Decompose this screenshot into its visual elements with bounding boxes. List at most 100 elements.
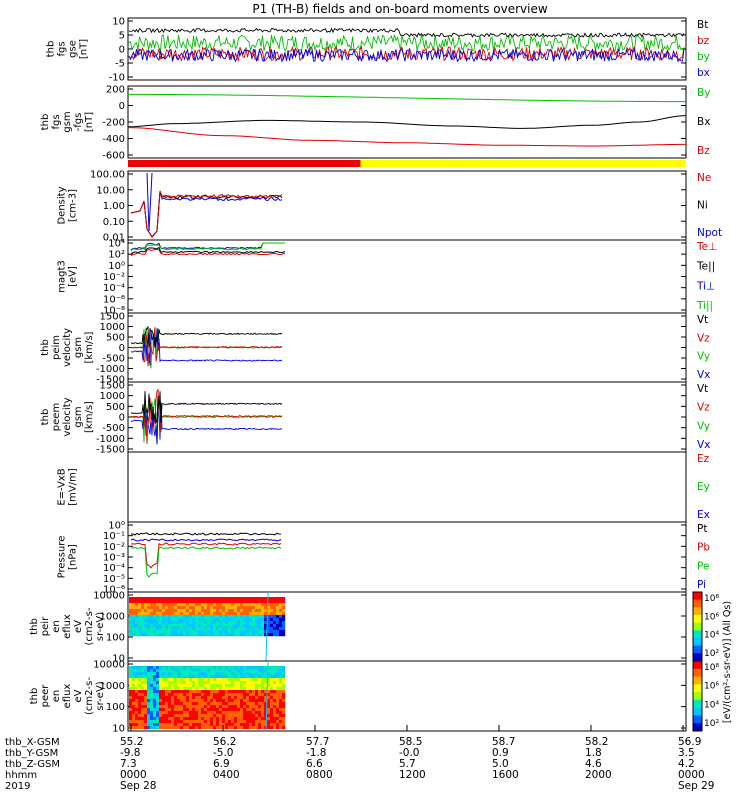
xaxis-value: 5.0	[492, 758, 509, 770]
panel-ylabel-line: velocity	[62, 328, 73, 367]
panel-ylabel-line: [nT]	[79, 39, 90, 59]
colorbar-step	[693, 707, 702, 716]
panel-ylabel-line: thb	[40, 114, 51, 131]
colorbar-tick-label: 10²	[704, 719, 719, 729]
xaxis-value: 7.3	[120, 758, 137, 770]
legend-pe: Pe	[697, 560, 709, 572]
series-by-line	[128, 33, 684, 53]
xaxis-row-label: thb_Y-GSM	[5, 748, 58, 759]
xaxis-row-label: thb_X-GSM	[5, 737, 60, 748]
ytick-label: 1500	[100, 312, 125, 323]
legend-ex: Ex	[697, 509, 710, 521]
ytick-label: -1000	[96, 434, 125, 445]
panel-ylabel-line: [nT]	[84, 112, 95, 132]
xaxis-row-label: hhmm	[5, 770, 37, 781]
series-by-line	[128, 93, 686, 103]
colorbar-step	[693, 592, 702, 601]
colorbar-step	[693, 630, 702, 639]
series-vt-line	[131, 325, 283, 348]
ytick-label: 1500	[100, 381, 125, 392]
colorbar-step	[693, 699, 702, 709]
panel-ylabel-line: [km/s]	[84, 331, 95, 363]
xaxis-value: Sep 28	[120, 780, 157, 792]
xaxis-value: -1.8	[306, 747, 327, 759]
panel-ylabel-line: gse	[68, 40, 79, 58]
xaxis-value: 6.9	[213, 758, 230, 770]
legend-vx: Vx	[697, 439, 710, 451]
panel-ylabel-line: sr-eV)	[95, 612, 106, 641]
panel-ylabel-line: Pressure	[57, 536, 68, 579]
spectrogram-trace	[265, 591, 269, 662]
ytick-label: 10⁻⁴	[103, 283, 125, 294]
panel-efield: E=-VxB [mV/m] Ez Ey Ex	[57, 451, 710, 523]
ytick-label: -400	[102, 134, 125, 145]
legend-ez: Ez	[697, 453, 710, 465]
panel-ylabel-line: thb	[29, 688, 40, 705]
xaxis-value: 1.8	[585, 747, 602, 759]
series-ne-line	[130, 190, 283, 238]
ytick-label: 1.00	[103, 201, 125, 212]
series-bx-line	[128, 47, 685, 63]
panel-fgs-gsm: 200 0 -200 -400 -600 thb fgs gsm -fgs [nT] By Bx Bz	[40, 85, 710, 162]
series-temp-line-2	[130, 246, 286, 255]
panel-ylabel-line: velocity	[62, 397, 73, 436]
series-vx-line	[130, 402, 283, 445]
series-bz-line	[127, 127, 686, 147]
legend-vx: Vx	[697, 369, 710, 381]
series-bx-line	[127, 115, 687, 129]
ytick-label: -1500	[96, 445, 125, 456]
legend-npot: Npot	[697, 227, 722, 239]
panel-ylabel-line: thb	[40, 409, 51, 426]
ytick-label: 0	[119, 343, 125, 354]
ytick-label: 10	[112, 654, 125, 665]
panel-frame	[127, 239, 687, 314]
ytick-label: 10⁰	[108, 521, 125, 532]
panel-ylabel-line: fgs	[57, 41, 68, 56]
colorbar-tick-label: 10⁸	[704, 663, 719, 673]
ytick-label: 0	[119, 101, 125, 112]
ytick-label: 10⁻⁴	[103, 563, 125, 574]
colorbar-step	[693, 615, 702, 624]
panel-ylabel-line: [nPa]	[68, 544, 79, 570]
colorbar-step	[693, 684, 702, 693]
xaxis-value: 0800	[306, 769, 333, 781]
panel-ylabel-line: thb	[40, 339, 51, 356]
xaxis-value: 4.2	[678, 758, 695, 770]
colorbar-step	[693, 599, 702, 608]
series-ni-line	[130, 190, 283, 238]
ytick-label: 0.01	[103, 233, 125, 244]
xaxis-value: 58.5	[399, 736, 422, 748]
xaxis-value: 3.5	[678, 747, 695, 759]
xaxis-value: 0000	[120, 769, 147, 781]
xaxis-value: 4.6	[585, 758, 602, 770]
series-vz-line	[130, 388, 283, 444]
panel-ylabel-line: thb	[29, 618, 40, 635]
panel-frame	[127, 521, 687, 593]
spectrogram-trace	[265, 660, 269, 732]
panel-ylabel-line: peem	[51, 403, 62, 431]
spectrogram-cells	[129, 597, 286, 637]
xaxis-value: 0.9	[492, 747, 509, 759]
legend-pi: Pi	[697, 579, 706, 591]
legend-te⊥: Te⊥	[696, 241, 717, 253]
xaxis-value: 6.6	[306, 758, 323, 770]
colorbar-step	[693, 668, 702, 678]
legend-bx: bx	[697, 67, 710, 79]
panel-ylabel-line: Density	[57, 186, 68, 224]
xaxis-row-label: thb_Z-GSM	[5, 759, 60, 770]
legend-te||: Te||	[696, 261, 715, 273]
ytick-label: -1000	[96, 364, 125, 375]
xaxis-value: 56.2	[213, 736, 236, 748]
ytick-label: 1000	[100, 391, 125, 402]
ytick-label: 10⁻⁸	[103, 306, 125, 317]
ytick-label: 0	[119, 413, 125, 424]
xaxis-value: 1600	[492, 769, 519, 781]
xaxis-value: 5.7	[399, 758, 416, 770]
ytick-label: 100	[106, 633, 125, 644]
ytick-label: -500	[102, 354, 125, 365]
ytick-label: 10⁰	[108, 261, 125, 272]
legend-by: By	[697, 87, 710, 99]
